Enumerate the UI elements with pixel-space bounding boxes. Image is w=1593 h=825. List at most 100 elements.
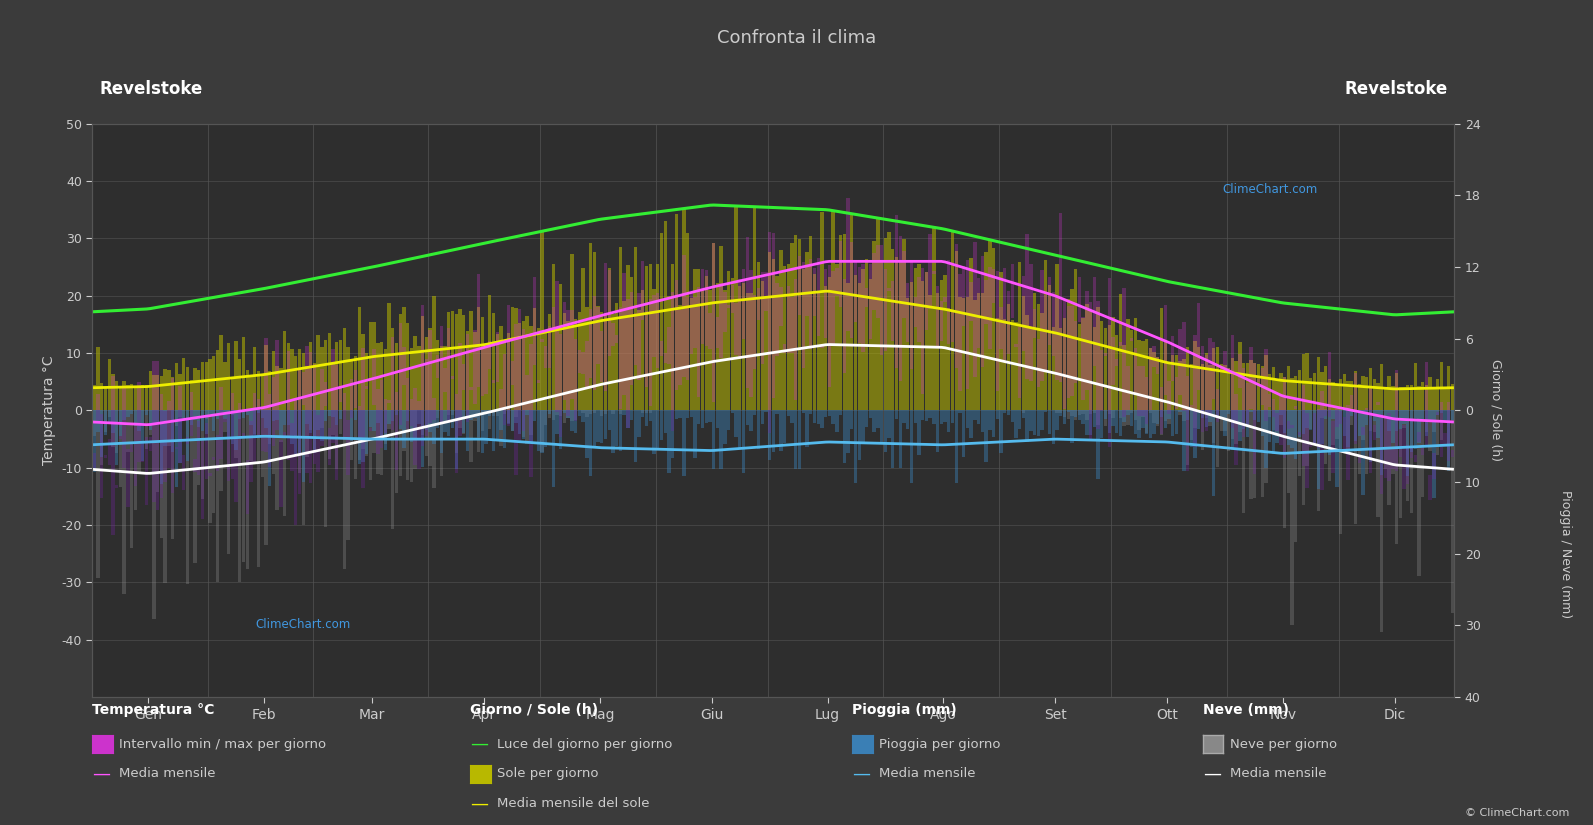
Bar — [664, 353, 667, 362]
Bar — [999, 307, 1002, 349]
Bar — [323, 411, 327, 527]
Bar — [626, 299, 629, 411]
Bar — [1265, 355, 1268, 411]
Bar — [499, 411, 503, 446]
Bar — [992, 248, 996, 411]
Bar — [167, 370, 170, 411]
Bar — [215, 350, 220, 411]
Bar — [1343, 411, 1346, 436]
Bar — [1223, 411, 1227, 436]
Bar — [309, 342, 312, 411]
Bar — [1324, 411, 1327, 418]
Bar — [768, 252, 771, 411]
Bar — [395, 411, 398, 493]
Bar — [454, 411, 457, 474]
Bar — [1227, 368, 1230, 411]
Bar — [1215, 389, 1219, 411]
Bar — [1223, 365, 1227, 411]
Bar — [962, 298, 965, 411]
Bar — [1257, 364, 1260, 411]
Bar — [1395, 373, 1399, 411]
Bar — [470, 311, 473, 411]
Bar — [851, 214, 854, 411]
Bar — [1301, 354, 1305, 411]
Bar — [276, 411, 279, 510]
Bar — [1235, 411, 1238, 445]
Bar — [209, 359, 212, 411]
Bar — [1149, 411, 1152, 413]
Bar — [760, 272, 765, 364]
Bar — [1115, 359, 1118, 366]
Bar — [1048, 411, 1051, 435]
Bar — [1432, 387, 1435, 411]
Bar — [465, 411, 468, 416]
Text: Temperatura °C: Temperatura °C — [92, 703, 215, 717]
Bar — [738, 411, 741, 448]
Bar — [373, 411, 376, 453]
Bar — [782, 411, 787, 443]
Bar — [328, 333, 331, 411]
Bar — [687, 411, 690, 417]
Bar — [656, 263, 660, 411]
Bar — [1078, 324, 1082, 411]
Bar — [615, 303, 618, 411]
Bar — [1004, 319, 1007, 411]
Bar — [902, 251, 906, 318]
Bar — [1112, 411, 1115, 427]
Bar — [425, 411, 429, 456]
Bar — [1249, 361, 1252, 411]
Bar — [134, 411, 137, 510]
Bar — [1346, 411, 1349, 451]
Bar — [1157, 357, 1160, 374]
Bar — [757, 411, 760, 449]
Bar — [1243, 411, 1246, 436]
Bar — [824, 270, 827, 338]
Bar — [1410, 411, 1413, 452]
Bar — [167, 411, 170, 469]
Bar — [421, 411, 424, 446]
Bar — [104, 411, 107, 435]
Bar — [1238, 411, 1241, 432]
Bar — [362, 334, 365, 411]
Bar — [443, 346, 446, 411]
Bar — [607, 411, 610, 430]
Bar — [421, 305, 424, 411]
Bar — [1290, 411, 1294, 447]
Bar — [175, 446, 178, 450]
Bar — [887, 288, 890, 290]
Bar — [765, 411, 768, 412]
Bar — [1446, 411, 1451, 466]
Bar — [832, 411, 835, 424]
Bar — [790, 297, 793, 353]
Bar — [164, 411, 167, 482]
Bar — [1048, 277, 1051, 345]
Bar — [119, 411, 123, 488]
Bar — [734, 411, 738, 436]
Bar — [451, 311, 454, 411]
Bar — [1204, 411, 1207, 431]
Bar — [832, 210, 835, 411]
Bar — [1126, 319, 1129, 411]
Bar — [787, 411, 790, 417]
Bar — [1316, 409, 1321, 411]
Bar — [1063, 411, 1066, 424]
Bar — [398, 314, 401, 411]
Bar — [640, 411, 645, 417]
Bar — [828, 276, 832, 411]
Bar — [1354, 373, 1357, 411]
Bar — [112, 411, 115, 433]
Bar — [1235, 411, 1238, 422]
Bar — [924, 272, 929, 411]
Bar — [1282, 411, 1286, 458]
Bar — [771, 233, 776, 398]
Bar — [1093, 328, 1096, 411]
Bar — [264, 346, 268, 411]
Bar — [1446, 411, 1451, 471]
Bar — [626, 411, 629, 427]
Bar — [1443, 411, 1446, 422]
Bar — [492, 411, 495, 451]
Bar — [1443, 433, 1446, 447]
Bar — [1246, 362, 1249, 411]
Bar — [1282, 377, 1286, 411]
Bar — [398, 411, 401, 425]
